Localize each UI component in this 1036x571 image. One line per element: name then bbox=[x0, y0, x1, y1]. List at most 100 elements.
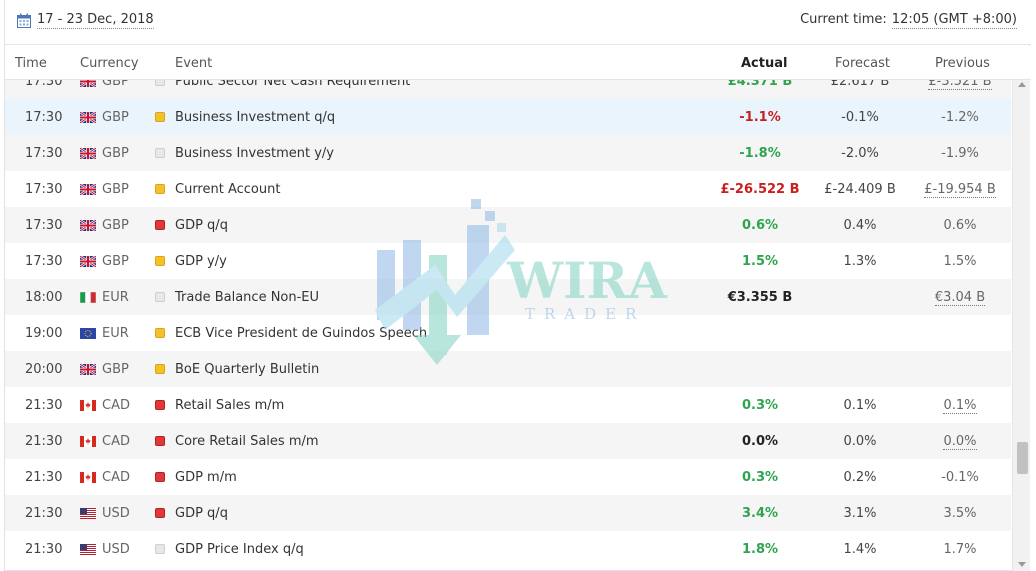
forecast-value: 3.1% bbox=[843, 506, 877, 521]
previous-value-cell: £-3.521 B bbox=[895, 80, 1011, 90]
date-range-selector[interactable]: 17 - 23 Dec, 2018 bbox=[17, 12, 154, 29]
previous-value: 3.5% bbox=[943, 506, 977, 521]
forecast-value: 1.4% bbox=[843, 542, 877, 557]
table-row[interactable]: 21:30 CAD Core Retail Sales m/m 0.0% 0.0% 0.0… bbox=[5, 423, 1011, 459]
eu-flag-icon bbox=[80, 328, 96, 339]
actual-value: 1.5% bbox=[741, 254, 779, 269]
table-row[interactable]: 21:30 USD GDP q/q 3.4% 3.1% 3.5% bbox=[5, 495, 1011, 531]
event-time: 17:30 bbox=[25, 218, 63, 233]
actual-value: -1.8% bbox=[739, 146, 781, 161]
gb-flag-icon bbox=[79, 219, 97, 232]
forecast-value: 0.1% bbox=[843, 398, 877, 413]
us-flag-icon bbox=[80, 544, 96, 555]
vertical-scrollbar[interactable] bbox=[1012, 80, 1030, 571]
forecast-value: £-24.409 B bbox=[824, 182, 896, 197]
table-row[interactable]: 21:30 USD GDP Price Index q/q 1.8% 1.4% 1.7% bbox=[5, 531, 1011, 567]
event-name[interactable]: GDP m/m bbox=[175, 470, 237, 485]
table-row[interactable]: 17:30 GBP GDP y/y 1.5% 1.3% 1.5% bbox=[5, 243, 1011, 279]
column-header-currency: Currency bbox=[80, 56, 139, 71]
timezone-selector[interactable]: 12:05 (GMT +8:00) bbox=[891, 12, 1017, 29]
table-row[interactable]: 17:30 GBP Current Account £-26.522 B £-24.40… bbox=[5, 171, 1011, 207]
impact-high-icon bbox=[155, 436, 165, 446]
table-row[interactable]: 20:00 GBP BoE Quarterly Bulletin bbox=[5, 351, 1011, 387]
previous-value[interactable]: £-3.521 B bbox=[928, 80, 992, 90]
event-name[interactable]: Retail Sales m/m bbox=[175, 398, 285, 413]
current-time: Current time: 12:05 (GMT +8:00) bbox=[800, 12, 1017, 29]
event-name[interactable]: BoE Quarterly Bulletin bbox=[175, 362, 320, 377]
table-row[interactable]: 17:30 GBP Business Investment y/y -1.8% -2.0… bbox=[5, 135, 1011, 171]
event-time: 21:30 bbox=[25, 470, 63, 485]
previous-value-cell: -1.2% bbox=[895, 110, 1011, 125]
table-header: Time Currency Event Actual Forecast Prev… bbox=[5, 46, 1031, 80]
event-name[interactable]: ECB Vice President de Guindos Speech bbox=[175, 326, 428, 341]
calendar-icon bbox=[17, 13, 31, 28]
previous-value-cell: £-19.954 B bbox=[895, 182, 1011, 198]
event-currency: USD bbox=[102, 542, 130, 557]
table-row[interactable]: 17:30 GBP Public Sector Net Cash Requireme… bbox=[5, 80, 1011, 99]
event-name[interactable]: Core Retail Sales m/m bbox=[175, 434, 319, 449]
previous-value: -1.9% bbox=[941, 146, 979, 161]
previous-value-cell: 0.6% bbox=[895, 218, 1011, 233]
actual-value: -1.1% bbox=[739, 110, 781, 125]
impact-high-icon bbox=[155, 400, 165, 410]
previous-value: 0.6% bbox=[943, 218, 977, 233]
gb-flag-icon bbox=[79, 111, 97, 124]
ca-flag-icon bbox=[80, 472, 96, 483]
previous-value-cell: €3.04 B bbox=[895, 290, 1011, 306]
event-time: 17:30 bbox=[25, 254, 63, 269]
column-header-time: Time bbox=[15, 56, 47, 71]
previous-value[interactable]: £-19.954 B bbox=[924, 182, 996, 198]
scroll-down-icon[interactable] bbox=[1018, 562, 1026, 567]
impact-medium-icon bbox=[155, 112, 165, 122]
event-time: 17:30 bbox=[25, 146, 63, 161]
event-name[interactable]: GDP y/y bbox=[175, 254, 227, 269]
actual-value: £4.371 B bbox=[727, 80, 793, 89]
column-header-previous: Previous bbox=[935, 56, 990, 71]
table-row[interactable]: 17:30 GBP Business Investment q/q -1.1% -0.1… bbox=[5, 99, 1011, 135]
previous-value[interactable]: 0.0% bbox=[943, 434, 977, 450]
event-name[interactable]: GDP Price Index q/q bbox=[175, 542, 304, 557]
forecast-value: 1.3% bbox=[843, 254, 877, 269]
date-range-text[interactable]: 17 - 23 Dec, 2018 bbox=[37, 12, 154, 29]
gb-flag-icon bbox=[79, 183, 97, 196]
table-row[interactable]: 21:30 CAD GDP m/m 0.3% 0.2% -0.1% bbox=[5, 459, 1011, 495]
previous-value[interactable]: 0.1% bbox=[943, 398, 977, 414]
scrollbar-thumb[interactable] bbox=[1017, 442, 1028, 474]
event-name[interactable]: Business Investment y/y bbox=[175, 146, 334, 161]
event-currency: CAD bbox=[102, 398, 130, 413]
table-row[interactable]: 21:30 CAD Retail Sales m/m 0.3% 0.1% 0.1% bbox=[5, 387, 1011, 423]
table-row[interactable]: 19:00 EUR ECB Vice President de Guindos Sp… bbox=[5, 315, 1011, 351]
forecast-value: 0.4% bbox=[843, 218, 877, 233]
event-name[interactable]: Public Sector Net Cash Requirement bbox=[175, 80, 411, 89]
event-name[interactable]: Current Account bbox=[175, 182, 281, 197]
actual-value: £-26.522 B bbox=[720, 182, 800, 197]
actual-value: 3.4% bbox=[741, 506, 779, 521]
event-currency: GBP bbox=[102, 254, 129, 269]
previous-value[interactable]: €3.04 B bbox=[934, 290, 986, 306]
gb-flag-icon bbox=[79, 80, 97, 88]
event-currency: CAD bbox=[102, 434, 130, 449]
table-row[interactable]: 17:30 GBP GDP q/q 0.6% 0.4% 0.6% bbox=[5, 207, 1011, 243]
impact-high-icon bbox=[155, 472, 165, 482]
event-name[interactable]: Trade Balance Non-EU bbox=[175, 290, 320, 305]
table-row[interactable]: 18:00 EUR Trade Balance Non-EU €3.355 B €3.0… bbox=[5, 279, 1011, 315]
scroll-up-icon[interactable] bbox=[1018, 82, 1026, 87]
current-time-label: Current time: bbox=[800, 12, 887, 27]
event-currency: GBP bbox=[102, 362, 129, 377]
impact-low-icon bbox=[155, 544, 165, 554]
forecast-value: 0.2% bbox=[843, 470, 877, 485]
event-name[interactable]: Business Investment q/q bbox=[175, 110, 336, 125]
event-time: 20:00 bbox=[25, 362, 63, 377]
event-name[interactable]: GDP q/q bbox=[175, 506, 228, 521]
event-name[interactable]: GDP q/q bbox=[175, 218, 228, 233]
previous-value: -1.2% bbox=[941, 110, 979, 125]
event-currency: EUR bbox=[102, 326, 129, 341]
event-time: 21:30 bbox=[25, 542, 63, 557]
impact-medium-icon bbox=[155, 184, 165, 194]
event-time: 17:30 bbox=[25, 80, 63, 89]
column-header-forecast: Forecast bbox=[835, 56, 891, 71]
event-currency: GBP bbox=[102, 218, 129, 233]
ca-flag-icon bbox=[80, 400, 96, 411]
impact-low-icon bbox=[155, 148, 165, 158]
event-time: 21:30 bbox=[25, 506, 63, 521]
